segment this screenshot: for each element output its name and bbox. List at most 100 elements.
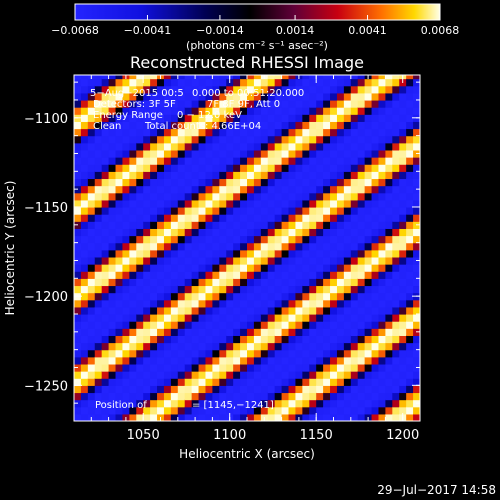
- heatmap-cell: [163, 256, 172, 265]
- heatmap-cell: [108, 142, 117, 151]
- heatmap-cell: [350, 356, 359, 365]
- heatmap-cell: [191, 406, 200, 415]
- heatmap-cell: [205, 321, 213, 329]
- heatmap-cell: [226, 378, 234, 386]
- heatmap-cell: [378, 75, 386, 80]
- heatmap-cell: [364, 164, 373, 172]
- heatmap-cell: [309, 385, 317, 394]
- heatmap-cell: [309, 214, 317, 222]
- heatmap-cell: [191, 335, 200, 344]
- heatmap-cell: [219, 75, 227, 80]
- heatmap-cell: [247, 313, 255, 322]
- heatmap-cell: [399, 221, 407, 229]
- heatmap-cell: [150, 242, 158, 251]
- heatmap-cell: [406, 285, 414, 294]
- heatmap-cell: [191, 256, 200, 265]
- heatmap-cell: [136, 335, 144, 344]
- heatmap-cell: [74, 342, 82, 351]
- heatmap-cell: [316, 185, 324, 194]
- heatmap-cell: [198, 107, 207, 115]
- heatmap-cell: [122, 99, 130, 108]
- heatmap-cell: [364, 206, 373, 215]
- heatmap-cell: [302, 292, 310, 301]
- heatmap-cell: [170, 371, 179, 379]
- heatmap-cell: [309, 406, 317, 415]
- heatmap-cell: [364, 99, 373, 108]
- heatmap-cell: [184, 185, 193, 194]
- heatmap-cell: [336, 271, 345, 279]
- heatmap-cell: [295, 78, 303, 87]
- heatmap-cell: [247, 214, 255, 222]
- heatmap-cell: [157, 342, 165, 351]
- heatmap-cell: [177, 221, 186, 229]
- heatmap-cell: [219, 399, 227, 408]
- heatmap-cell: [357, 313, 366, 322]
- heatmap-cell: [87, 278, 96, 287]
- heatmap-cell: [253, 107, 262, 115]
- heatmap-cell: [157, 378, 165, 386]
- heatmap-cell: [212, 75, 220, 80]
- heatmap-cell: [129, 75, 137, 80]
- heatmap-cell: [184, 135, 193, 144]
- heatmap-cell: [260, 321, 269, 329]
- x-tick-label: 1050: [127, 428, 160, 443]
- heatmap-cell: [330, 242, 338, 251]
- heatmap-cell: [302, 399, 310, 408]
- heatmap-cell: [260, 85, 269, 94]
- heatmap-cell: [288, 99, 297, 108]
- heatmap-cell: [101, 199, 110, 208]
- heatmap-cell: [205, 171, 213, 180]
- heatmap-cell: [170, 306, 179, 315]
- heatmap-cell: [205, 185, 213, 194]
- heatmap-cell: [115, 256, 124, 265]
- heatmap-cell: [170, 264, 179, 272]
- x-axis-label: Heliocentric X (arcsec): [179, 447, 315, 461]
- heatmap-cell: [392, 299, 400, 308]
- heatmap-cell: [136, 228, 144, 237]
- heatmap-cell: [80, 242, 89, 251]
- heatmap-cell: [392, 228, 400, 237]
- heatmap-cell: [343, 349, 352, 358]
- heatmap-cell: [163, 363, 172, 372]
- heatmap-cell: [108, 78, 117, 87]
- heatmap-cell: [330, 157, 338, 165]
- heatmap-cell: [378, 328, 386, 336]
- heatmap-cell: [288, 278, 297, 287]
- heatmap-cell: [136, 385, 144, 394]
- heatmap-cell: [198, 413, 207, 421]
- heatmap-cell: [108, 406, 117, 415]
- heatmap-cell: [392, 413, 400, 421]
- heatmap-cell: [406, 256, 414, 265]
- heatmap-cell: [364, 221, 373, 229]
- heatmap-cell: [316, 299, 324, 308]
- heatmap-cell: [219, 306, 227, 315]
- heatmap-cell: [247, 92, 255, 101]
- heatmap-cell: [274, 185, 283, 194]
- heatmap-cell: [371, 378, 380, 386]
- heatmap-cell: [94, 292, 103, 301]
- heatmap-cell: [350, 385, 359, 394]
- heatmap-cell: [323, 385, 331, 394]
- heatmap-cell: [233, 299, 241, 308]
- heatmap-cell: [80, 406, 89, 415]
- heatmap-cell: [330, 164, 338, 172]
- heatmap-cell: [122, 221, 130, 229]
- heatmap-cell: [129, 321, 137, 329]
- heatmap-cell: [371, 385, 380, 394]
- heatmap-cell: [281, 256, 290, 265]
- heatmap-cell: [302, 264, 310, 272]
- heatmap-cell: [115, 356, 124, 365]
- heatmap-cell: [212, 392, 220, 401]
- heatmap-cell: [115, 149, 124, 158]
- heatmap-cell: [177, 256, 186, 265]
- heatmap-cell: [399, 399, 407, 408]
- heatmap-cell: [191, 399, 200, 408]
- heatmap-cell: [212, 313, 220, 322]
- heatmap-cell: [74, 299, 82, 308]
- heatmap-cell: [281, 142, 290, 151]
- heatmap-cell: [170, 228, 179, 237]
- heatmap-cell: [226, 199, 234, 208]
- heatmap-cell: [343, 342, 352, 351]
- heatmap-cell: [136, 78, 144, 87]
- heatmap-cell: [295, 199, 303, 208]
